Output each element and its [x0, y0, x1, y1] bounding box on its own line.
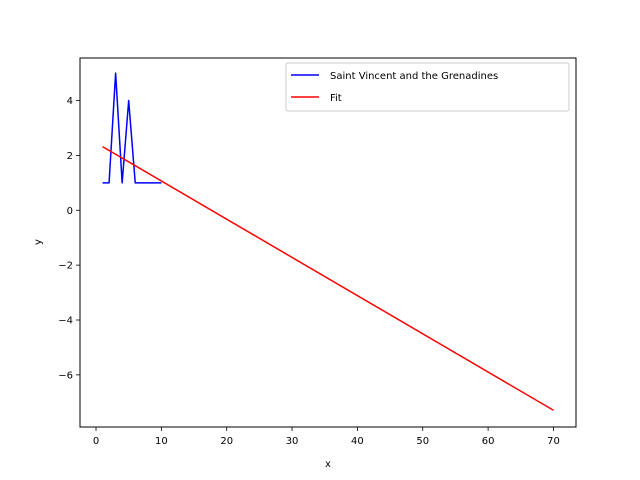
x-tick-label: 0 [93, 436, 99, 447]
y-tick-label: 2 [67, 151, 73, 162]
x-tick-label: 50 [416, 436, 429, 447]
x-tick-label: 20 [220, 436, 233, 447]
y-axis-ticks: −6 −4 −2 0 2 4 [58, 96, 80, 381]
x-tick-label: 40 [351, 436, 364, 447]
series-line-1 [102, 145, 554, 411]
x-tick-label: 70 [547, 436, 560, 447]
x-tick-label: 10 [155, 436, 168, 447]
y-tick-label: 4 [67, 96, 73, 107]
plot-lines [102, 72, 554, 411]
y-tick-label: −6 [58, 370, 73, 381]
series-line-0 [102, 72, 162, 184]
legend-label-series-0: Saint Vincent and the Grenadines [330, 71, 498, 82]
legend-box [285, 62, 570, 112]
legend-label-series-1: Fit [330, 93, 342, 104]
x-tick-label: 60 [482, 436, 495, 447]
plot-frame [79, 57, 577, 428]
x-axis-ticks: 0 10 20 30 40 50 60 70 [93, 427, 560, 447]
x-axis-label: x [325, 459, 331, 470]
x-tick-label: 30 [286, 436, 299, 447]
y-axis-label: y [33, 239, 44, 245]
legend: Saint Vincent and the Grenadines Fit [285, 62, 570, 112]
y-tick-label: −4 [58, 316, 73, 327]
y-tick-label: 0 [67, 206, 73, 217]
y-tick-label: −2 [58, 261, 73, 272]
